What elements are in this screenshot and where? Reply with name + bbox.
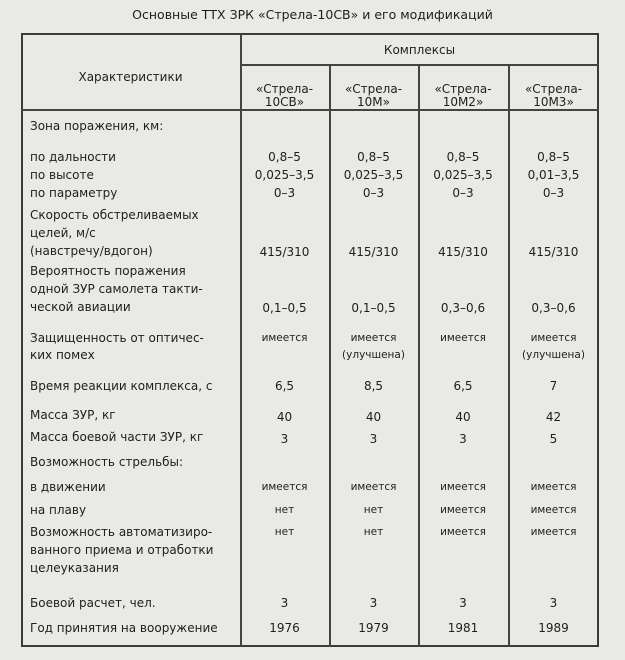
row-label: на плаву xyxy=(30,503,87,517)
cell-value: 7 xyxy=(549,379,558,393)
header-complexes: Комплексы xyxy=(383,43,456,57)
cell-value: имеется xyxy=(350,481,397,493)
column-header: 10М» xyxy=(357,95,390,109)
row-label: Возможность автоматизиро- xyxy=(30,525,213,539)
column-divider xyxy=(329,64,331,647)
table-title: Основные ТТХ ЗРК «Стрела-10СВ» и его мод… xyxy=(132,7,493,22)
row-label: Год принятия на вооружение xyxy=(30,621,218,635)
row-label: (навстречу/вдогон) xyxy=(30,244,153,258)
cell-value: имеется xyxy=(440,526,486,538)
cell-value: 0,8–5 xyxy=(357,150,390,164)
row-label: Боевой расчет, чел. xyxy=(30,596,156,610)
cell-value: 3 xyxy=(280,432,289,446)
cell-value: 1981 xyxy=(447,621,479,635)
cell-value: 3 xyxy=(369,596,378,610)
cell-value: нет xyxy=(363,504,384,516)
header-bottom-divider xyxy=(21,109,599,111)
cell-value: 40 xyxy=(365,410,382,424)
cell-value: 0,3–0,6 xyxy=(531,301,576,315)
column-header: 10СВ» xyxy=(264,95,305,109)
cell-value: имеется xyxy=(530,504,577,516)
row-label: по параметру xyxy=(30,186,118,200)
cell-value: 3 xyxy=(459,432,467,446)
cell-value: нет xyxy=(274,526,295,538)
row-label: ванного приема и отработки xyxy=(30,543,214,557)
column-header: 10М2» xyxy=(442,95,484,109)
cell-value: 1989 xyxy=(538,621,569,635)
row-label: Масса ЗУР, кг xyxy=(30,408,116,422)
cell-value: 42 xyxy=(545,410,562,424)
cell-value: имеется xyxy=(261,332,308,344)
cell-value: 8,5 xyxy=(363,379,384,393)
cell-value: 0–3 xyxy=(542,186,565,200)
row-label: в движении xyxy=(30,480,106,494)
cell-value: 0,3–0,6 xyxy=(440,301,486,315)
column-header: «Стрела- xyxy=(524,82,583,96)
row-label: целеуказания xyxy=(30,561,119,575)
column-divider xyxy=(418,64,420,647)
cell-value: 40 xyxy=(455,410,471,424)
cell-value: имеется xyxy=(440,332,486,344)
header-characteristics: Характеристики xyxy=(78,70,183,84)
cell-value: 0,1–0,5 xyxy=(351,301,396,315)
cell-value: имеется xyxy=(440,504,486,516)
row-label: по дальности xyxy=(30,150,116,164)
cell-value: (улучшена) xyxy=(522,349,585,361)
cell-value: 0–3 xyxy=(273,186,296,200)
cell-value: имеется xyxy=(440,481,486,493)
cell-value: нет xyxy=(363,526,384,538)
row-label: по высоте xyxy=(30,168,94,182)
column-divider xyxy=(240,33,242,647)
header-divider xyxy=(240,64,599,66)
cell-value: 415/310 xyxy=(259,245,310,259)
cell-value: имеется xyxy=(530,481,577,493)
row-label: Возможность стрельбы: xyxy=(30,455,184,469)
row-label: одной ЗУР самолета такти- xyxy=(30,282,203,296)
cell-value: 0,8–5 xyxy=(268,150,301,164)
cell-value: 5 xyxy=(549,432,558,446)
row-label: Вероятность поражения xyxy=(30,264,186,278)
cell-value: (улучшена) xyxy=(342,349,405,361)
column-divider xyxy=(508,64,510,647)
cell-value: имеется xyxy=(530,526,577,538)
cell-value: имеется xyxy=(261,481,308,493)
column-header: «Стрела- xyxy=(344,82,403,96)
specs-table xyxy=(21,33,599,647)
row-label: ких помех xyxy=(30,348,95,362)
row-label: Время реакции комплекса, с xyxy=(30,379,213,393)
cell-value: 1979 xyxy=(358,621,389,635)
cell-value: 0,025–3,5 xyxy=(254,168,315,182)
cell-value: 6,5 xyxy=(453,379,473,393)
cell-value: 3 xyxy=(369,432,378,446)
row-label: Скорость обстреливаемых xyxy=(30,208,199,222)
cell-value: 0–3 xyxy=(452,186,474,200)
row-label: Защищенность от оптичес- xyxy=(30,331,204,345)
cell-value: 0,1–0,5 xyxy=(262,301,307,315)
cell-value: 0,025–3,5 xyxy=(433,168,493,182)
cell-value: 1976 xyxy=(269,621,300,635)
cell-value: 0,8–5 xyxy=(537,150,570,164)
cell-value: 3 xyxy=(280,596,289,610)
cell-value: 6,5 xyxy=(274,379,295,393)
cell-value: имеется xyxy=(350,332,397,344)
cell-value: 0–3 xyxy=(362,186,385,200)
row-label: ческой авиации xyxy=(30,300,131,314)
column-header: «Стрела- xyxy=(255,82,314,96)
cell-value: 415/310 xyxy=(528,245,579,259)
cell-value: имеется xyxy=(530,332,577,344)
row-label: целей, м/с xyxy=(30,226,96,240)
cell-value: 3 xyxy=(549,596,558,610)
row-label: Масса боевой части ЗУР, кг xyxy=(30,430,204,444)
cell-value: 0,8–5 xyxy=(446,150,480,164)
cell-value: 40 xyxy=(276,410,293,424)
cell-value: нет xyxy=(274,504,295,516)
cell-value: 415/310 xyxy=(438,245,488,259)
cell-value: 3 xyxy=(459,596,467,610)
cell-value: 0,025–3,5 xyxy=(343,168,404,182)
cell-value: 0,01–3,5 xyxy=(527,168,580,182)
column-header: «Стрела- xyxy=(434,82,492,96)
column-header: 10М3» xyxy=(533,95,574,109)
row-label: Зона поражения, км: xyxy=(30,119,164,133)
cell-value: 415/310 xyxy=(348,245,399,259)
